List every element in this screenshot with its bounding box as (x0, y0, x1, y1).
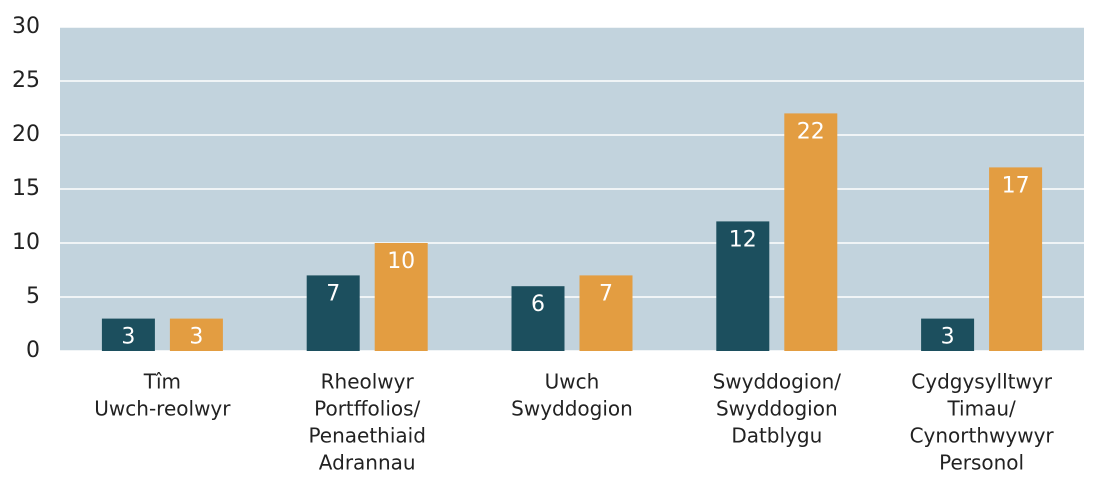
x-tick-label: Rheolwyr (321, 370, 415, 394)
x-tick-label: Uwch (545, 370, 600, 394)
x-tick-label: Swyddogion/ (713, 370, 842, 394)
bar (511, 286, 565, 351)
data-label: 10 (387, 249, 415, 274)
x-tick-label: Swyddogion (511, 397, 633, 421)
y-tick-label: 25 (12, 68, 40, 93)
data-label: 12 (729, 227, 757, 252)
x-tick-label: Cynorthwywyr (910, 424, 1055, 448)
data-label: 17 (1002, 173, 1030, 198)
x-tick-label: Datblygu (731, 424, 822, 448)
bar (306, 275, 360, 351)
bar (101, 318, 155, 351)
bar (374, 243, 428, 351)
data-label: 7 (599, 281, 613, 306)
y-tick-label: 5 (26, 284, 40, 309)
x-tick-label: Portffolios/ (314, 397, 420, 421)
y-tick-label: 0 (26, 338, 40, 363)
x-tick-label: Adrannau (319, 451, 416, 475)
x-tick-label: Penaethiaid (308, 424, 425, 448)
x-tick-label: Uwch-reolwyr (94, 397, 231, 421)
data-label: 22 (797, 119, 825, 144)
data-label: 3 (941, 325, 955, 350)
y-tick-label: 20 (12, 122, 40, 147)
bar (989, 167, 1043, 351)
bar (169, 318, 223, 351)
y-tick-label: 30 (12, 14, 40, 39)
x-tick-label: Personol (939, 451, 1024, 475)
bar (716, 221, 770, 351)
x-tick-label: Timau/ (946, 397, 1016, 421)
x-tick-label: Tîm (143, 370, 181, 394)
data-label: 3 (121, 325, 135, 350)
bar (921, 318, 975, 351)
x-tick-label: Swyddogion (716, 397, 838, 421)
bar (784, 113, 838, 352)
x-tick-label: Cydgysylltwyr (911, 370, 1052, 394)
data-label: 7 (326, 281, 340, 306)
data-label: 6 (531, 292, 545, 317)
y-tick-label: 10 (12, 230, 40, 255)
data-label: 3 (189, 325, 203, 350)
y-tick-label: 15 (12, 176, 40, 201)
bar (579, 275, 633, 351)
